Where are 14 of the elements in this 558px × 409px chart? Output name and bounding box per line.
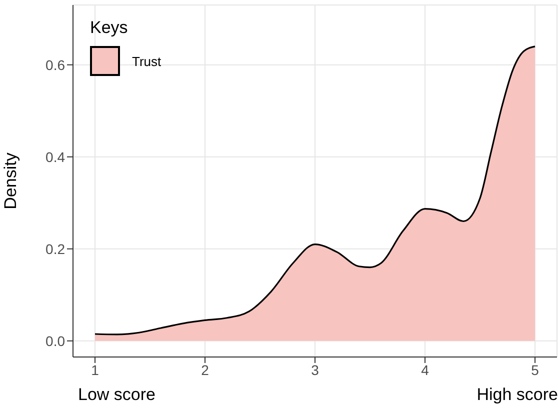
y-tick-label: 0.6 — [46, 56, 66, 73]
y-tick-label: 0.4 — [46, 148, 66, 165]
y-tick-label: 0.0 — [46, 332, 66, 349]
x-tick-label: 2 — [201, 362, 210, 378]
x-tick-label: 1 — [91, 362, 100, 378]
x-tick-label: 5 — [531, 362, 540, 378]
text: Low score — [78, 385, 156, 405]
x-tick-label: 4 — [421, 362, 430, 378]
legend-label: Trust — [132, 54, 162, 68]
legend-title: Keys — [90, 18, 129, 38]
y-axis-title: Density — [1, 152, 20, 210]
text: High score — [476, 385, 558, 405]
x-tick-label: 3 — [311, 362, 320, 378]
y-tick-label: 0.2 — [46, 240, 66, 257]
